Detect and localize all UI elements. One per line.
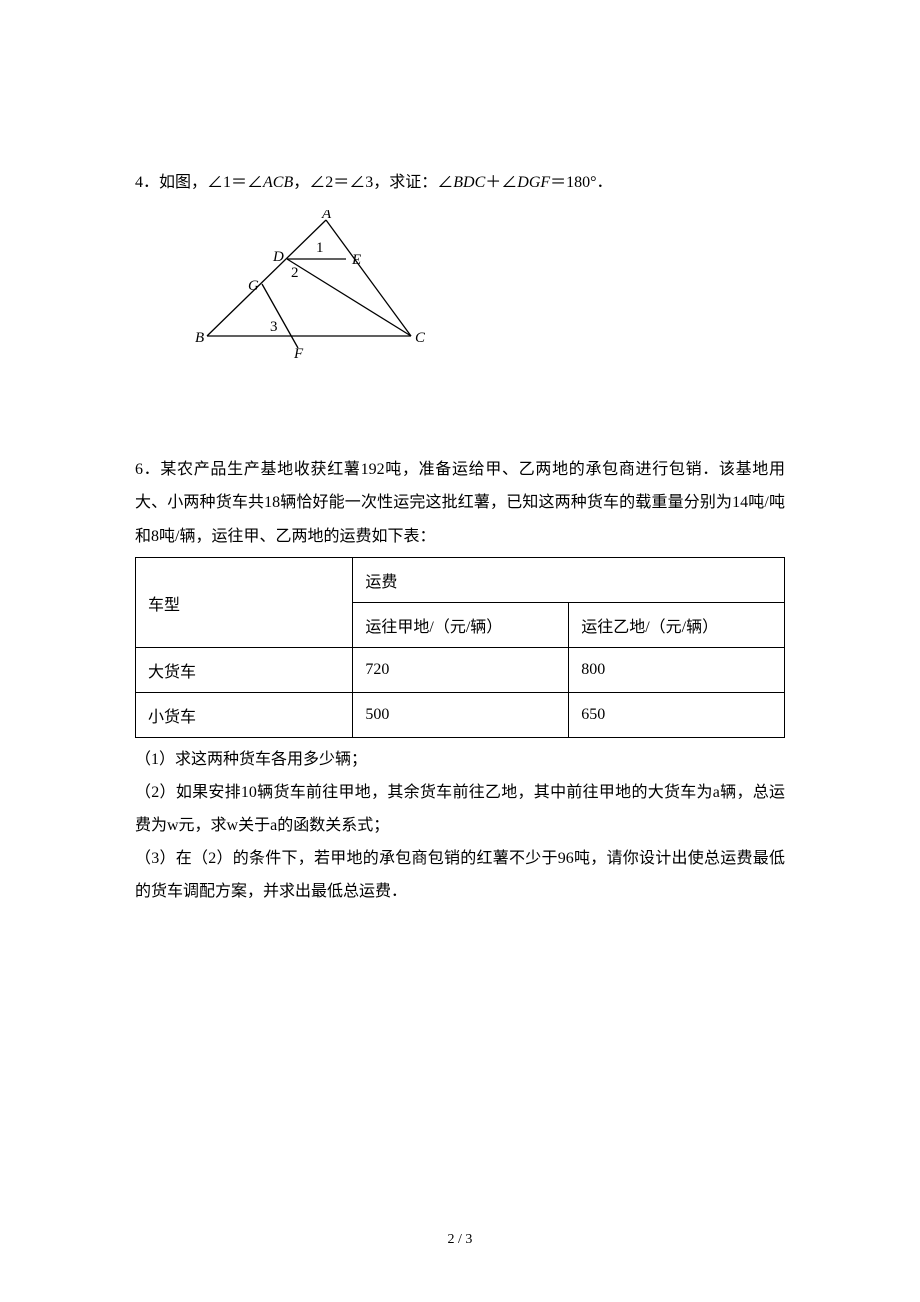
table-cell: 大货车	[136, 648, 353, 693]
page-footer: 2 / 3	[0, 1232, 920, 1248]
svg-text:A: A	[321, 210, 332, 222]
svg-text:F: F	[293, 346, 304, 360]
svg-text:C: C	[415, 330, 425, 346]
q4-text-2: ，∠2＝∠3，求证：∠	[293, 174, 453, 191]
table-cell: 800	[569, 648, 785, 693]
q4-bdc: BDC	[453, 174, 485, 191]
svg-text:3: 3	[270, 319, 278, 335]
q6-sub2: （2）如果安排10辆货车前往甲地，其余货车前往乙地，其中前往甲地的大货车为a辆，…	[135, 777, 785, 843]
svg-text:D: D	[272, 249, 284, 265]
q4-dgf: DGF	[517, 174, 550, 191]
svg-text:E: E	[351, 252, 361, 268]
header-to-b: 运往乙地/（元/辆）	[569, 603, 785, 648]
svg-text:G: G	[248, 278, 259, 294]
header-car-type: 车型	[136, 558, 353, 648]
q4-text-4: ＝180°．	[550, 174, 612, 191]
table-header-row-1: 车型 运费	[136, 558, 785, 603]
q6-sub1: （1）求这两种货车各用多少辆；	[135, 744, 785, 777]
table-cell: 小货车	[136, 693, 353, 738]
q6-intro: 6．某农产品生产基地收获红薯192吨，准备运给甲、乙两地的承包商进行包销．该基地…	[135, 453, 785, 554]
triangle-diagram: A B C D E G F 1 2 3	[195, 210, 425, 360]
table-row: 小货车500650	[136, 693, 785, 738]
table-cell: 650	[569, 693, 785, 738]
cost-table: 车型 运费 运往甲地/（元/辆） 运往乙地/（元/辆） 大货车720800小货车…	[135, 557, 785, 738]
q4-text-3: ＋∠	[485, 174, 517, 191]
header-to-a: 运往甲地/（元/辆）	[353, 603, 569, 648]
svg-text:2: 2	[291, 265, 299, 281]
q6-block: 6．某农产品生产基地收获红薯192吨，准备运给甲、乙两地的承包商进行包销．该基地…	[135, 453, 785, 909]
table-row: 大货车720800	[136, 648, 785, 693]
svg-text:1: 1	[316, 240, 324, 256]
header-cost: 运费	[353, 558, 785, 603]
table-cell: 500	[353, 693, 569, 738]
q4-statement: 4．如图，∠1＝∠ACB，∠2＝∠3，求证：∠BDC＋∠DGF＝180°．	[135, 170, 785, 196]
q4-text-1: 4．如图，∠1＝∠	[135, 174, 263, 191]
q6-sub3: （3）在（2）的条件下，若甲地的承包商包销的红薯不少于96吨，请你设计出使总运费…	[135, 843, 785, 909]
q4-acb: ACB	[263, 174, 293, 191]
q4-figure: A B C D E G F 1 2 3	[195, 210, 785, 365]
table-cell: 720	[353, 648, 569, 693]
svg-text:B: B	[195, 330, 204, 346]
page: 4．如图，∠1＝∠ACB，∠2＝∠3，求证：∠BDC＋∠DGF＝180°． AB…	[0, 0, 920, 1302]
